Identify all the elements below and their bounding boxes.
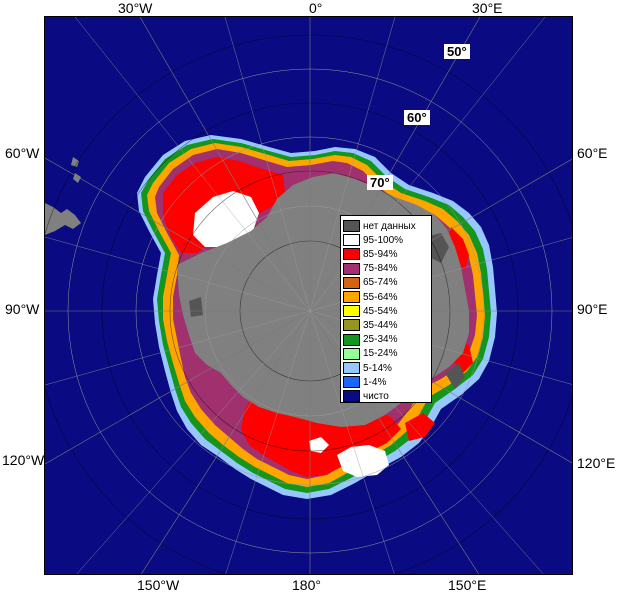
legend-swatch	[343, 291, 360, 303]
legend-label: чисто	[363, 390, 389, 402]
legend-swatch	[343, 220, 360, 232]
legend-item: 65-74%	[343, 276, 431, 290]
legend-label: нет данных	[363, 220, 416, 232]
legend-label: 1-4%	[363, 376, 387, 388]
legend-swatch	[343, 234, 360, 247]
legend-item: 35-44%	[343, 318, 431, 332]
legend-swatch	[343, 333, 360, 346]
lat-label-60: 60°	[404, 110, 430, 125]
legend-item: 75-84%	[343, 262, 431, 276]
lon-label-30e: 30°E	[472, 0, 503, 16]
lon-label-30w: 30°W	[118, 0, 153, 16]
lon-label-60w: 60°W	[5, 145, 40, 161]
legend-swatch	[343, 390, 360, 403]
legend-label: 5-14%	[363, 362, 392, 374]
lon-label-150w: 150°W	[137, 577, 180, 593]
lon-label-60e: 60°E	[577, 145, 608, 161]
legend-swatch	[343, 376, 360, 389]
legend: нет данных 95-100% 85-94% 75-84% 65-74% 55-64…	[340, 215, 432, 403]
legend-item: 55-64%	[343, 290, 431, 304]
lon-label-0: 0°	[309, 0, 323, 16]
legend-item: 5-14%	[343, 361, 431, 375]
legend-swatch	[343, 347, 360, 360]
lat-label-50: 50°	[444, 44, 470, 59]
ice-concentration-95-100-ross-1	[337, 445, 389, 477]
no-data-area-2	[445, 363, 465, 389]
legend-label: 45-54%	[363, 305, 398, 317]
legend-item: нет данных	[343, 219, 431, 233]
legend-label: 55-64%	[363, 291, 398, 303]
legend-item: 15-24%	[343, 347, 431, 361]
legend-swatch	[343, 262, 360, 275]
lon-label-150e: 150°E	[448, 577, 487, 593]
legend-label: 95-100%	[363, 234, 404, 246]
sea-ice-map	[44, 16, 573, 575]
no-data-area-3	[189, 297, 203, 317]
legend-swatch	[343, 248, 360, 261]
lat-label-70: 70°	[367, 175, 393, 190]
ice-concentration-85-94-east3	[405, 413, 435, 441]
ice-concentration-85-94-east	[447, 227, 469, 269]
lon-label-120e: 120°E	[577, 455, 616, 471]
legend-item: 45-54%	[343, 304, 431, 318]
legend-item: 95-100%	[343, 233, 431, 247]
legend-swatch	[343, 276, 360, 289]
legend-label: 15-24%	[363, 348, 398, 360]
lon-label-120w: 120°W	[2, 452, 45, 468]
ice-concentration-95-100-weddell	[193, 191, 259, 247]
lon-label-180: 180°	[292, 577, 321, 593]
legend-label: 35-44%	[363, 319, 398, 331]
legend-swatch	[343, 319, 360, 332]
legend-item: 85-94%	[343, 247, 431, 261]
south-america-islands	[71, 157, 81, 183]
legend-item: 1-4%	[343, 375, 431, 389]
lon-label-90w: 90°W	[5, 301, 40, 317]
legend-swatch	[343, 362, 360, 374]
legend-item: чисто	[343, 389, 431, 403]
ice-concentration-95-100-ross-2	[309, 437, 329, 453]
lon-label-90e: 90°E	[577, 301, 608, 317]
south-america-land	[45, 203, 81, 235]
legend-item: 25-34%	[343, 333, 431, 347]
legend-swatch	[343, 305, 360, 318]
legend-label: 85-94%	[363, 248, 398, 260]
legend-label: 25-34%	[363, 334, 398, 346]
legend-label: 65-74%	[363, 277, 398, 289]
legend-label: 75-84%	[363, 263, 398, 275]
